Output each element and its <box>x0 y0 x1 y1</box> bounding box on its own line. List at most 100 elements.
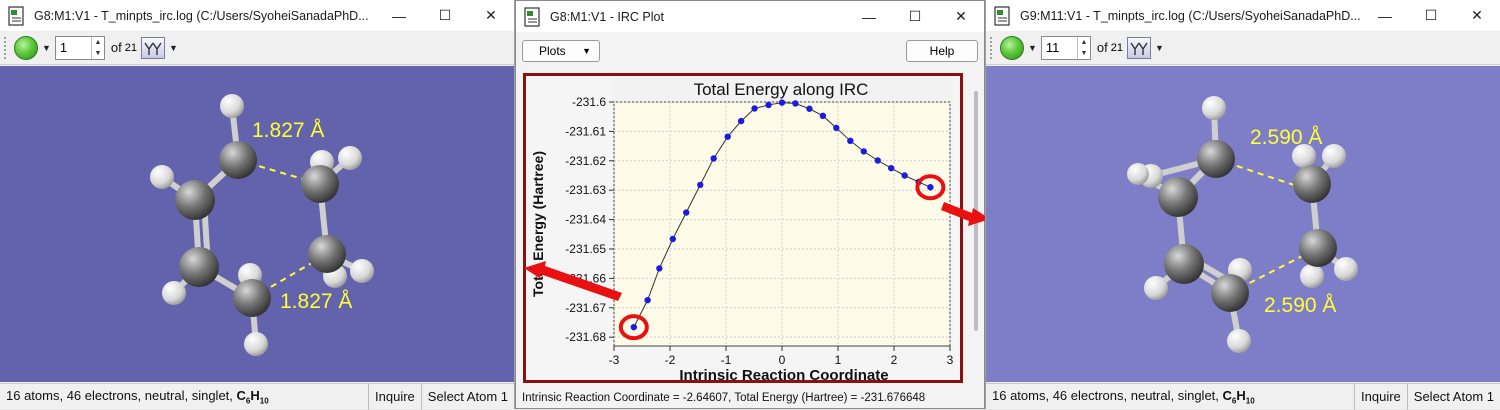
x-tick-label: -1 <box>721 353 732 367</box>
data-point <box>697 181 704 189</box>
plot-scrollbar[interactable] <box>974 91 978 331</box>
hydrogen-atoms <box>150 94 374 356</box>
molecule-viewport[interactable]: 2.590 Å 2.590 Å <box>986 66 1500 382</box>
left-titlebar: G8:M1:V1 - T_minpts_irc.log (C:/Users/Sy… <box>0 0 514 31</box>
carbon-atoms <box>1158 140 1337 312</box>
y-tick-label: -231.6 <box>572 95 606 109</box>
mid-titlebar: G8:M1:V1 - IRC Plot — ☐ ✕ <box>516 1 984 32</box>
highlight-ring <box>915 174 946 201</box>
element-green-ball-icon[interactable] <box>14 35 38 60</box>
data-point <box>927 184 934 191</box>
data-point <box>737 117 745 125</box>
data-point <box>833 124 840 132</box>
left-viewer-window: G8:M1:V1 - T_minpts_irc.log (C:/Users/Sy… <box>0 0 515 410</box>
help-button[interactable]: Help <box>906 39 978 62</box>
minimize-icon[interactable]: — <box>392 7 406 24</box>
y-tick-label: -231.66 <box>565 271 606 285</box>
y-tick-label: -231.65 <box>565 242 606 256</box>
right-toolbar: ▼ 11 ▲ ▼ of 21 ▼ <box>986 31 1500 65</box>
data-point <box>819 112 827 120</box>
gaussview-doc-icon <box>522 6 544 28</box>
inquire-mode[interactable]: Inquire <box>368 383 421 410</box>
left-toolbar: ▼ 1 ▲ ▼ of 21 ▼ <box>0 31 514 65</box>
window-title: G8:M1:V1 - T_minpts_irc.log (C:/Users/Sy… <box>34 8 369 23</box>
carbon-atoms <box>175 141 346 317</box>
frame-spinbox[interactable]: 1 ▲ ▼ <box>54 35 105 60</box>
molecule-viewport[interactable]: 1.827 Å 1.827 Å <box>0 66 514 382</box>
close-icon[interactable]: ✕ <box>955 8 967 24</box>
toolbar-grip[interactable] <box>4 36 8 59</box>
spin-arrows-icon[interactable]: ▲ ▼ <box>90 36 104 59</box>
chevron-down-icon[interactable]: ▼ <box>1155 42 1164 53</box>
x-tick-label: -3 <box>609 353 620 367</box>
molecule-info: 16 atoms, 46 electrons, neutral, singlet… <box>6 387 269 406</box>
right-viewer-window: G9:M11:V1 - T_minpts_irc.log (C:/Users/S… <box>985 0 1500 410</box>
maximize-icon[interactable]: ☐ <box>908 8 922 24</box>
x-tick-label: 2 <box>891 353 898 367</box>
chart-title-band <box>612 78 952 100</box>
data-point <box>630 323 638 331</box>
of-label: of <box>110 40 122 55</box>
select-atom-hint: Select Atom 1 <box>1406 383 1500 410</box>
data-point <box>792 100 799 107</box>
data-point <box>901 172 908 179</box>
chevron-down-icon[interactable]: ▼ <box>1028 42 1037 53</box>
close-icon[interactable]: ✕ <box>1471 7 1483 23</box>
frame-value[interactable]: 11 <box>1045 40 1060 55</box>
minimize-icon[interactable]: — <box>862 8 876 25</box>
frame-total: 21 <box>124 41 138 54</box>
inquire-mode[interactable]: Inquire <box>1354 383 1407 410</box>
y-tick-label: -231.62 <box>565 154 606 168</box>
molecule-info: 16 atoms, 46 electrons, neutral, singlet… <box>992 387 1255 406</box>
chevron-down-icon: ▼ <box>582 45 591 56</box>
frame-spinbox[interactable]: 11 ▲ ▼ <box>1040 35 1091 60</box>
x-tick-label: 3 <box>947 353 954 367</box>
toolbar-grip[interactable] <box>990 36 994 59</box>
left-statusbar: 16 atoms, 46 electrons, neutral, singlet… <box>0 383 514 410</box>
data-point <box>874 157 881 164</box>
x-axis-label: Intrinsic Reaction Coordinate <box>679 367 888 380</box>
data-point <box>710 155 717 162</box>
minimize-icon[interactable]: — <box>1378 7 1392 24</box>
plots-dropdown[interactable]: Plots ▼ <box>522 39 600 62</box>
data-point <box>765 101 772 109</box>
x-tick-label: 1 <box>835 353 842 367</box>
chevron-down-icon[interactable]: ▼ <box>169 42 178 53</box>
window-title: G9:M11:V1 - T_minpts_irc.log (C:/Users/S… <box>1020 8 1361 23</box>
data-point <box>669 235 676 243</box>
maximize-icon[interactable]: ☐ <box>1424 7 1438 23</box>
data-point <box>656 265 663 272</box>
y-tick-label: -231.61 <box>565 124 606 138</box>
chevron-down-icon[interactable]: ▼ <box>42 42 51 53</box>
spin-arrows-icon[interactable]: ▲ ▼ <box>1076 36 1090 59</box>
y-axis-label: Total Energy (Hartree) <box>530 151 546 297</box>
irc-plot-window: G8:M1:V1 - IRC Plot — ☐ ✕ Plots ▼ Help To… <box>515 0 985 409</box>
y-tick-label: -231.67 <box>565 301 606 315</box>
frame-value[interactable]: 1 <box>59 40 68 55</box>
molecule-group-icon[interactable] <box>1127 36 1152 59</box>
y-tick-label: -231.64 <box>565 213 606 227</box>
distance-label-top: 1.827 Å <box>252 119 324 142</box>
plot-status: Intrinsic Reaction Coordinate = -2.64607… <box>522 391 926 404</box>
select-atom-hint: Select Atom 1 <box>420 383 514 410</box>
plots-label: Plots <box>539 43 566 58</box>
maximize-icon[interactable]: ☐ <box>438 7 452 23</box>
data-point <box>683 209 690 216</box>
chart-title: Total Energy along IRC <box>694 80 869 99</box>
irc-plot-frame[interactable]: Total Energy along IRC -3 -2 -1 0 1 2 3 -231.6 -2… <box>523 73 963 383</box>
data-point <box>724 133 731 140</box>
plot-toolbar: Plots ▼ Help <box>516 32 984 69</box>
molecule-group-icon[interactable] <box>141 36 166 59</box>
distance-label-bottom: 2.590 Å <box>1264 294 1336 317</box>
y-tick-label: -231.63 <box>565 183 606 197</box>
data-point <box>847 137 854 145</box>
distance-label-top: 2.590 Å <box>1250 126 1322 149</box>
data-point <box>644 296 651 304</box>
right-titlebar: G9:M11:V1 - T_minpts_irc.log (C:/Users/S… <box>986 0 1500 31</box>
close-icon[interactable]: ✕ <box>485 7 497 23</box>
data-point <box>751 105 758 112</box>
gaussview-doc-icon <box>6 5 28 27</box>
data-point <box>888 164 895 172</box>
y-tick-label: -231.68 <box>565 330 606 344</box>
element-green-ball-icon[interactable] <box>1000 35 1024 60</box>
